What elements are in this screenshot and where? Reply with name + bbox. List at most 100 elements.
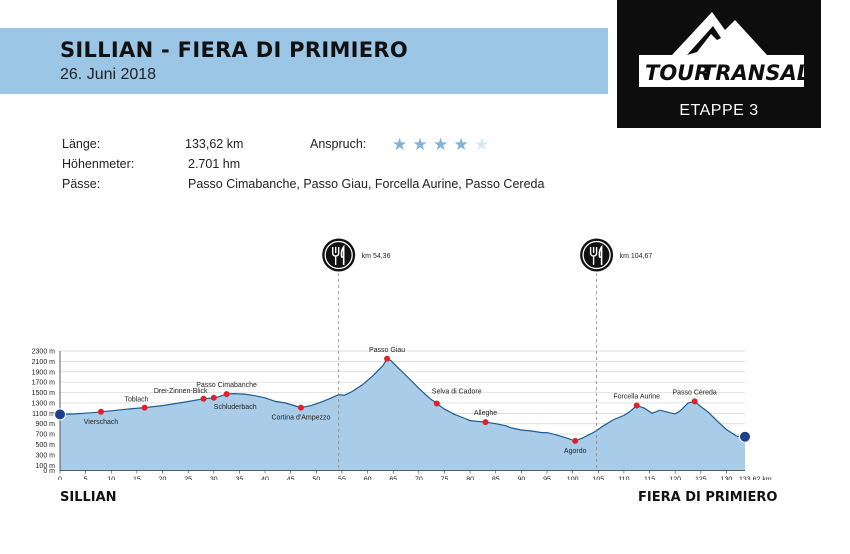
mountain-logo-icon: THE ORIGINAL TOUR TRANSALP [639,12,821,87]
x-tick-label: 25 [184,477,192,481]
y-tick-label: 500 m [36,442,56,449]
waypoint-label: Agordo [564,448,587,455]
route-start: SILLIAN [60,490,117,505]
knife-icon [340,244,345,265]
waypoint-marker [200,395,207,402]
food-stop-ring [582,240,611,270]
waypoint-label: Cortina d'Ampezzo [271,415,330,422]
x-tick-label: 115 [644,477,655,481]
length-value: 133,62 km [185,137,244,151]
waypoint-marker [433,400,440,407]
waypoint-marker [223,391,230,398]
x-tick-label: 65 [389,477,397,481]
y-tick-label: 1300 m [32,400,56,407]
waypoint-label: Selva di Cadore [432,388,482,395]
fork-icon [589,247,598,265]
stage-label: ETAPPE 3 [679,102,759,119]
waypoint-marker [691,398,698,405]
rating-star-icon: ★ [453,135,469,154]
elevation-area [60,358,745,471]
waypoint-label: Passo Cimabanche [196,382,257,389]
logo: THE ORIGINAL TOUR TRANSALP [617,0,821,128]
waypoint-label: Alleghe [474,410,497,417]
waypoint-marker [482,419,489,426]
x-tick-label: 40 [261,477,269,481]
waypoint-label: Schluderbach [214,404,257,411]
food-stop-label: km 54,36 [362,253,391,260]
waypoint-marker [572,437,579,444]
title-band [0,28,608,94]
start-marker [54,408,66,421]
x-tick-label: 95 [543,477,551,481]
y-tick-label: 1700 m [32,380,56,387]
waypoint-label: Vierschach [84,419,119,426]
waypoint-marker [98,408,105,415]
y-tick-label: 900 m [36,421,56,428]
y-tick-label: 0 m [43,468,55,475]
waypoint-label: Drei-Zinnen-Blick [154,388,208,395]
logo-transalp: TRANSALP [701,61,821,85]
x-tick-label: 110 [618,477,629,481]
page-title: SILLIAN - FIERA DI PRIMIERO [60,38,409,62]
x-tick-label: 130 [721,477,733,481]
passes-label: Pässe: [62,177,101,191]
elevation-label: Höhenmeter: [62,157,135,171]
y-tick-label: 2100 m [32,359,56,366]
y-tick-label: 300 m [36,452,56,459]
passes-value: Passo Cimabanche, Passo Giau, Forcella A… [188,177,545,191]
waypoint-marker [210,394,217,401]
x-tick-label: 75 [441,477,449,481]
difficulty-label: Anspruch: [310,137,367,151]
x-tick-label: 100 [567,477,579,481]
rating-star-icon: ★ [433,135,449,154]
waypoint-label: Passo Cereda [672,389,716,396]
x-tick-label: 15 [133,477,141,481]
x-tick-label: 35 [236,477,244,481]
x-tick-label: 60 [364,477,372,481]
food-stop-label: km 104,67 [620,253,653,260]
y-tick-label: 1900 m [32,369,56,376]
x-tick-label: 80 [466,477,474,481]
rating-star-icon: ★ [474,135,490,154]
rating-star-icon: ★ [392,135,408,154]
x-tick-label: 90 [517,477,525,481]
y-tick-label: 1100 m [32,411,55,418]
waypoint-label: Toblach [124,397,148,404]
x-tick-label: 85 [492,477,500,481]
waypoint-marker [384,355,391,362]
y-tick-label: 2300 m [32,349,56,356]
x-tick-label: 120 [669,477,681,481]
x-tick-label: 0 [58,477,62,481]
stage-date: 26. Juni 2018 [60,66,157,83]
y-tick-label: 1500 m [32,390,56,397]
waypoint-label: Forcella Aurine [613,394,660,401]
x-tick-label: 30 [210,477,218,481]
fork-icon [331,247,340,265]
x-tick-label: 5 [84,477,88,481]
x-tick-label: 105 [592,477,604,481]
y-tick-label: 700 m [36,432,56,439]
waypoint-marker [633,402,640,409]
x-tick-label: 55 [338,477,346,481]
rating-star-icon: ★ [412,135,428,154]
knife-icon [598,244,603,265]
end-marker [739,430,751,443]
waypoint-marker [297,404,304,411]
elevation-value: 2.701 hm [188,157,241,171]
x-tick-label: 50 [312,477,320,481]
y-tick-label: 100 m [36,463,56,470]
length-label: Länge: [62,137,101,151]
x-end-label: 133.62 km [739,477,772,481]
food-stop-ring [324,240,353,270]
logo-tour: TOUR [645,61,710,85]
x-tick-label: 70 [415,477,423,481]
waypoint-label: Passo Giau [369,347,405,354]
x-tick-label: 20 [159,477,167,481]
route-end: FIERA DI PRIMIERO [638,490,778,505]
waypoint-marker [141,404,148,411]
x-tick-label: 125 [695,477,707,481]
x-tick-label: 45 [287,477,295,481]
x-tick-label: 10 [107,477,115,481]
logo-tagline: THE ORIGINAL [765,46,808,52]
